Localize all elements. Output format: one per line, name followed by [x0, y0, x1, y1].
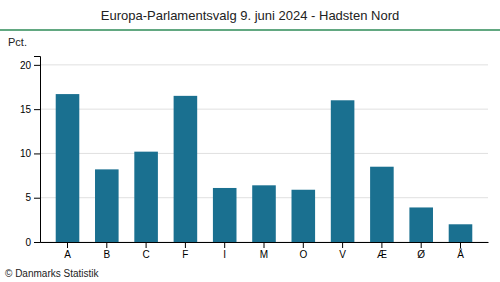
y-tick-mark	[34, 65, 40, 66]
y-tick-mark	[34, 109, 40, 110]
y-tick-label: 5	[25, 192, 31, 203]
y-tick-label: 15	[20, 104, 32, 115]
bars	[56, 94, 473, 242]
y-tick: 15	[20, 104, 40, 115]
title: Europa-Parlamentsvalg 9. juni 2024 - Had…	[101, 8, 399, 23]
grid-line	[40, 109, 488, 110]
bar	[292, 190, 316, 242]
bar	[213, 188, 237, 242]
x-tick-mark	[342, 242, 343, 248]
grid-line	[40, 153, 488, 154]
bar	[134, 152, 158, 242]
x-axis: ABCFIMOVÆØÅ	[41, 242, 489, 260]
x-tick: B	[103, 242, 110, 260]
y-axis-line	[34, 57, 41, 243]
x-tick-label: Æ	[377, 249, 387, 260]
x-tick: I	[223, 242, 226, 260]
x-tick-label: B	[103, 249, 110, 260]
x-tick: O	[299, 242, 307, 260]
x-tick: M	[260, 242, 268, 260]
bar	[331, 100, 355, 242]
x-tick-mark	[146, 242, 147, 248]
x-tick-mark	[185, 242, 186, 248]
grid-line	[40, 64, 488, 65]
x-tick-label: C	[142, 249, 149, 260]
x-tick: V	[339, 242, 346, 260]
x-tick-mark	[224, 242, 225, 248]
y-tick: 5	[25, 192, 40, 203]
x-tick-label: O	[299, 249, 307, 260]
bar	[95, 169, 119, 242]
bar	[409, 207, 433, 242]
y-tick-label: 0	[25, 237, 31, 248]
x-tick-mark	[106, 242, 107, 248]
x-tick: Å	[457, 242, 464, 260]
grid	[40, 65, 488, 242]
y-tick-mark	[34, 153, 40, 154]
y-tick: 20	[20, 60, 40, 71]
x-tick-label: V	[339, 249, 346, 260]
y-axis-label: Pct.	[8, 36, 27, 48]
x-tick-mark	[421, 242, 422, 248]
y-tick: 10	[20, 148, 40, 159]
bar	[449, 224, 473, 242]
x-tick: F	[182, 242, 188, 260]
x-tick-label: Ø	[417, 249, 425, 260]
annotation: © Danmarks Statistik	[5, 268, 100, 279]
title-rule	[0, 29, 500, 31]
bar	[370, 167, 394, 242]
x-tick-mark	[303, 242, 304, 248]
y-tick-mark	[34, 242, 40, 243]
bar	[174, 96, 198, 242]
bar	[56, 94, 80, 242]
x-tick-mark	[460, 242, 461, 248]
x-tick: C	[142, 242, 149, 260]
x-tick-mark	[67, 242, 68, 248]
x-tick: A	[64, 242, 71, 260]
y-tick-label: 10	[20, 148, 32, 159]
y-axis: 0 5 10 15 20	[20, 57, 41, 248]
x-tick-mark	[381, 242, 382, 248]
x-tick: Ø	[417, 242, 425, 260]
bar	[252, 185, 276, 242]
x-tick-mark	[264, 242, 265, 248]
x-tick-label: A	[64, 249, 71, 260]
plot: 0 5 10 15 20 A B C F I M O V Æ Ø Å	[20, 57, 489, 261]
x-tick-label: M	[260, 249, 268, 260]
x-tick-label: Å	[457, 248, 464, 260]
x-tick-label: I	[223, 249, 226, 260]
y-tick: 0	[25, 237, 40, 248]
y-tick-label: 20	[20, 60, 32, 71]
chart: Europa-Parlamentsvalg 9. juni 2024 - Had…	[0, 0, 500, 282]
x-tick: Æ	[377, 242, 387, 260]
x-tick-label: F	[182, 249, 188, 260]
y-tick-mark	[34, 198, 40, 199]
